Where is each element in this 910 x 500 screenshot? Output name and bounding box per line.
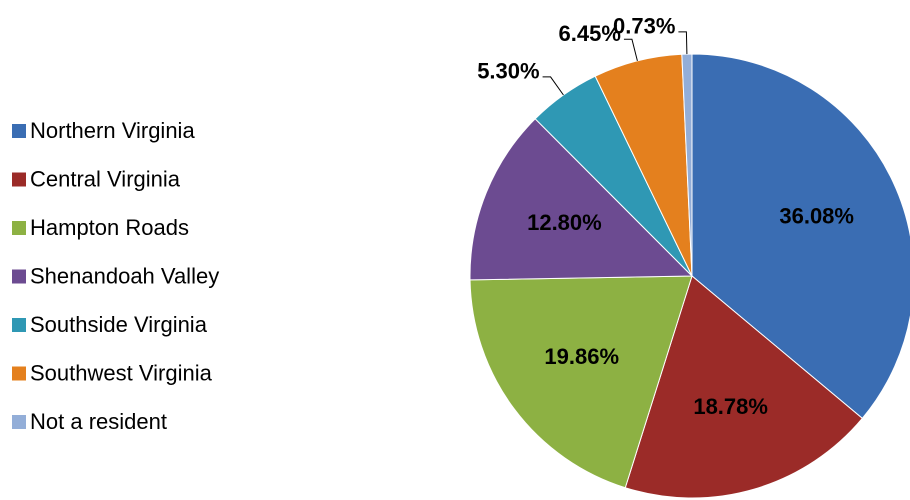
value-label: 36.08% [779,204,854,229]
legend-label: Central Virginia [30,166,181,191]
value-label: 12.80% [527,210,602,235]
legend-swatch [12,269,26,284]
pie-slice [469,275,693,489]
legend-label: Southside Virginia [30,312,208,337]
value-label: 19.86% [544,344,619,369]
value-label: 0.73% [613,14,675,39]
leader-line [542,76,564,96]
leader-line [623,38,638,61]
value-label: 5.30% [477,59,539,84]
legend-swatch [12,415,26,429]
legend-label: Hampton Roads [30,215,189,240]
value-label: 6.45% [559,21,621,46]
legend-swatch [12,221,26,235]
pie-slice [624,275,864,499]
legend-swatch [12,366,26,381]
legend-swatch [12,124,26,138]
leader-line [678,31,688,55]
legend-label: Southwest Virginia [30,360,213,385]
value-label: 18.78% [693,394,768,419]
pie-slice [469,118,694,281]
legend-label: Shenandoah Valley [30,263,219,288]
legend-label: Not a resident [30,409,167,434]
legend-swatch [12,318,26,332]
legend-swatch [12,172,26,187]
pie-slice [681,53,693,277]
legend-label: Northern Virginia [30,118,195,143]
pie-slice [691,53,910,420]
